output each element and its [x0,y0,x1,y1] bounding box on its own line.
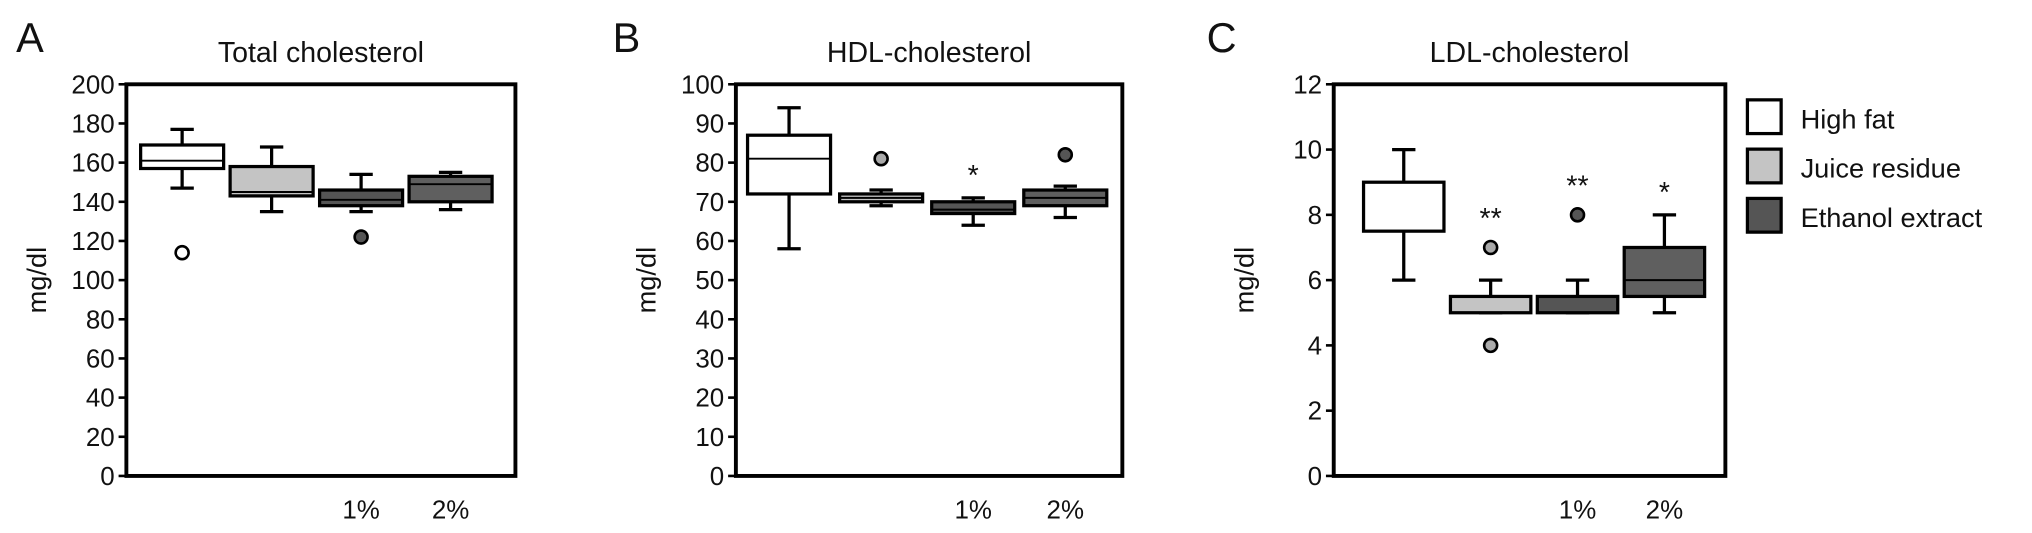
y-tick-label: 90 [695,111,724,139]
legend-label: High fat [1801,103,1895,134]
box [317,188,405,208]
panel-letter: C [1207,14,1237,61]
y-axis-label: mg/dl [1228,247,1259,314]
outlier [1482,239,1499,256]
outlier [873,150,889,167]
plot-frame [733,82,1125,478]
y-tick-label: 60 [695,228,724,256]
box [407,174,494,204]
significance: ** [1480,203,1502,235]
y-tick-label: 70 [695,189,724,217]
box [930,200,1017,216]
y-axis-label: mg/dl [21,247,52,314]
y-tick-label: 100 [681,71,724,99]
legend-swatch [1745,98,1783,136]
legend-label: Juice residue [1801,153,1961,184]
panel-letter: A [16,14,44,61]
y-tick-label: 10 [695,424,724,452]
y-tick-label: 20 [86,424,115,452]
y-tick-label: 120 [71,228,114,256]
y-tick-label: 80 [695,150,724,178]
box [1535,294,1620,315]
box [1448,294,1533,315]
y-tick-label: 4 [1308,332,1322,360]
x-tick-label: 2% [432,497,469,525]
y-tick-label: 6 [1308,267,1322,295]
significance: * [968,160,979,192]
y-tick-label: 0 [1308,463,1322,491]
y-tick-label: 0 [710,463,724,491]
y-tick-label: 0 [100,463,114,491]
y-tick-label: 40 [695,306,724,334]
x-tick-label: 1% [1559,497,1596,525]
x-tick-label: 1% [954,497,991,525]
box [228,164,315,198]
legend-swatch [1745,196,1783,234]
y-tick-label: 160 [71,150,114,178]
outlier [1057,147,1074,163]
plot-frame [124,82,518,478]
y-tick-label: 10 [1293,137,1322,165]
y-tick-label: 20 [695,385,724,413]
outlier [1482,337,1499,354]
y-tick-label: 12 [1293,71,1322,99]
box [1622,245,1707,299]
y-tick-label: 140 [71,189,114,217]
significance: * [1659,177,1670,209]
x-tick-label: 2% [1646,497,1683,525]
panel-letter: B [613,14,641,61]
legend-swatch [1745,147,1783,185]
y-tick-label: 30 [695,346,724,374]
y-tick-label: 200 [71,71,114,99]
y-tick-label: 2 [1308,398,1322,426]
plot-frame [1331,82,1728,478]
x-tick-label: 2% [1047,497,1084,525]
box [745,133,833,196]
y-tick-label: 50 [695,267,724,295]
significance: ** [1566,170,1588,202]
x-tick-label: 1% [342,497,379,525]
y-tick-label: 60 [86,346,115,374]
chart-title: HDL-cholesterol [827,37,1031,69]
outlier [1569,207,1586,223]
y-tick-label: 40 [86,385,115,413]
chart-title: Total cholesterol [218,37,424,69]
y-tick-label: 180 [71,111,114,139]
legend-label: Ethanol extract [1801,202,1983,233]
y-tick-label: 100 [71,267,114,295]
box [1361,180,1446,233]
outlier [353,229,369,245]
outlier [174,244,190,261]
y-tick-label: 8 [1308,202,1322,230]
y-axis-label: mg/dl [630,247,661,314]
y-tick-label: 80 [86,306,115,334]
chart-title: LDL-cholesterol [1430,37,1630,69]
box [139,143,226,171]
